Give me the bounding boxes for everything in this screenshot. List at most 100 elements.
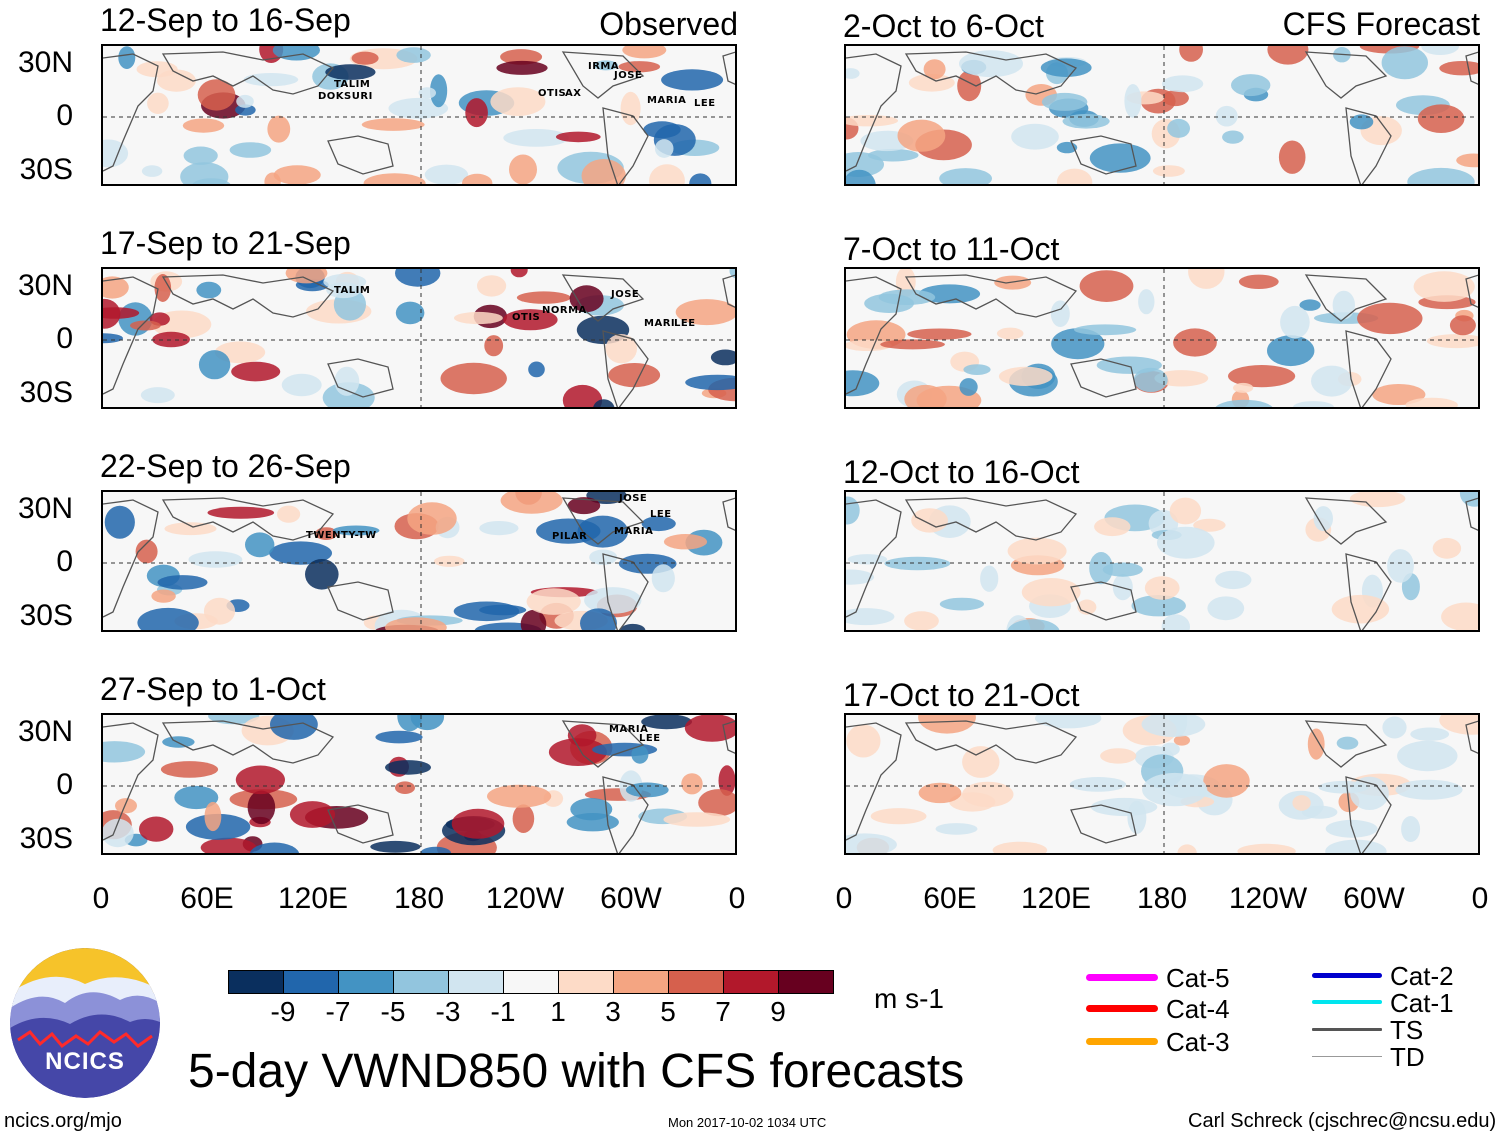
anomaly-blob (1381, 46, 1428, 80)
anomaly-blob (884, 556, 951, 571)
anomaly-blob (846, 370, 880, 397)
footer-link[interactable]: ncics.org/mjo (4, 1110, 122, 1132)
anomaly-blob (904, 611, 939, 630)
colorbar-tick: -1 (490, 996, 516, 1027)
anomaly-blob (1307, 728, 1325, 760)
anomaly-blob (1395, 779, 1463, 800)
anomaly-blob (996, 327, 1024, 340)
anomaly-blob (135, 539, 158, 564)
anomaly-blob (1011, 123, 1059, 150)
obs-panel-title-3: 22-Sep to 26-Sep (100, 448, 351, 484)
anomaly-blob (440, 362, 507, 395)
anomaly-blob (631, 745, 649, 764)
anomaly-blob (654, 139, 674, 158)
anomaly-blob (424, 164, 469, 184)
anomaly-blob (397, 715, 423, 732)
anomaly-blob (684, 715, 735, 742)
anomaly-blob (235, 765, 285, 795)
anomaly-blob (904, 384, 947, 407)
anomaly-blob (1372, 384, 1426, 405)
anomaly-blob (479, 521, 519, 536)
anomaly-blob (1349, 492, 1406, 508)
anomaly-blob (231, 361, 281, 382)
anomaly-blob (980, 565, 999, 592)
coastline (722, 274, 735, 308)
anomaly-blob (1041, 92, 1088, 111)
anomaly-blob (490, 87, 546, 116)
anomaly-blob (1040, 58, 1092, 77)
fc-map-panel-2 (844, 267, 1480, 409)
coastline (1465, 51, 1478, 85)
coastline (561, 274, 645, 322)
anomaly-blob (580, 608, 617, 630)
y-label-eq: 0 (56, 545, 73, 578)
anomaly-blob (500, 49, 543, 65)
anomaly-blob (1417, 104, 1465, 133)
y-label-30n: 30N (17, 715, 73, 748)
coastline (161, 497, 335, 541)
anomaly-blob (907, 328, 972, 340)
storm-label: LEE (639, 733, 661, 744)
anomaly-blob (1007, 619, 1060, 630)
coastline (1070, 358, 1137, 398)
storm-label: JOSE (619, 493, 648, 504)
anomaly-blob (183, 146, 218, 165)
anomaly-blob (698, 789, 735, 817)
storm-label: MARIA (647, 95, 687, 106)
fc-panel-title-4: 17-Oct to 21-Oct (843, 677, 1080, 713)
anomaly-blob (270, 715, 318, 740)
coastline (722, 497, 735, 531)
anomaly-blob (1459, 492, 1478, 507)
coastline (1304, 274, 1388, 322)
anomaly-blob (103, 139, 129, 168)
anomaly-blob (651, 564, 675, 593)
anomaly-blob (363, 173, 426, 184)
anomaly-blob (663, 534, 708, 550)
y-label-eq: 0 (56, 99, 73, 132)
storm-label: TALIM (334, 79, 371, 90)
x-label: 180 (1136, 882, 1188, 915)
anomaly-blob (1397, 740, 1458, 772)
anomaly-blob (1154, 370, 1209, 387)
colorbar-bin (668, 970, 724, 994)
colorbar-bin (613, 970, 669, 994)
anomaly-blob (846, 569, 875, 585)
anomaly-blob (1169, 497, 1202, 525)
legend-line-td (1312, 1056, 1382, 1057)
anomaly-blob (198, 350, 231, 380)
anomaly-blob (1456, 153, 1478, 168)
anomaly-blob (1124, 84, 1142, 118)
anomaly-blob (1387, 549, 1414, 583)
anomaly-blob (326, 282, 361, 299)
anomaly-blob (536, 518, 601, 544)
anomaly-blob (1090, 797, 1158, 817)
anomaly-blob (1056, 168, 1093, 184)
storm-label: MARIA (609, 724, 649, 735)
storm-label: MARI (644, 318, 676, 329)
anomaly-blob (846, 115, 898, 127)
anomaly-blob (229, 142, 272, 158)
anomaly-blob (1325, 839, 1387, 853)
anomaly-blob (1173, 735, 1190, 746)
anomaly-blob (1157, 526, 1215, 559)
anomaly-blob (1207, 596, 1245, 621)
anomaly-blob (1432, 537, 1462, 559)
storm-label: PILAR (552, 531, 588, 542)
anomaly-blob (963, 364, 991, 375)
anomaly-blob (140, 387, 175, 404)
anomaly-blob (1401, 816, 1421, 842)
legend-line-cat3 (1086, 1038, 1158, 1045)
colorbar-tick: 3 (605, 996, 621, 1027)
colorbar-tick: -7 (325, 996, 351, 1027)
anomaly-blob (620, 91, 641, 126)
anomaly-blob (1293, 401, 1334, 407)
anomaly-blob (1131, 595, 1186, 617)
coastline (161, 720, 335, 764)
colorbar-units: m s-1 (874, 983, 944, 1014)
anomaly-blob (957, 70, 982, 102)
fc-map-panel-4 (844, 713, 1480, 855)
x-label: 60W (1343, 882, 1405, 915)
colorbar-bin (228, 970, 284, 994)
storm-label: TALIM (334, 285, 371, 296)
anomaly-blob (1215, 399, 1273, 407)
